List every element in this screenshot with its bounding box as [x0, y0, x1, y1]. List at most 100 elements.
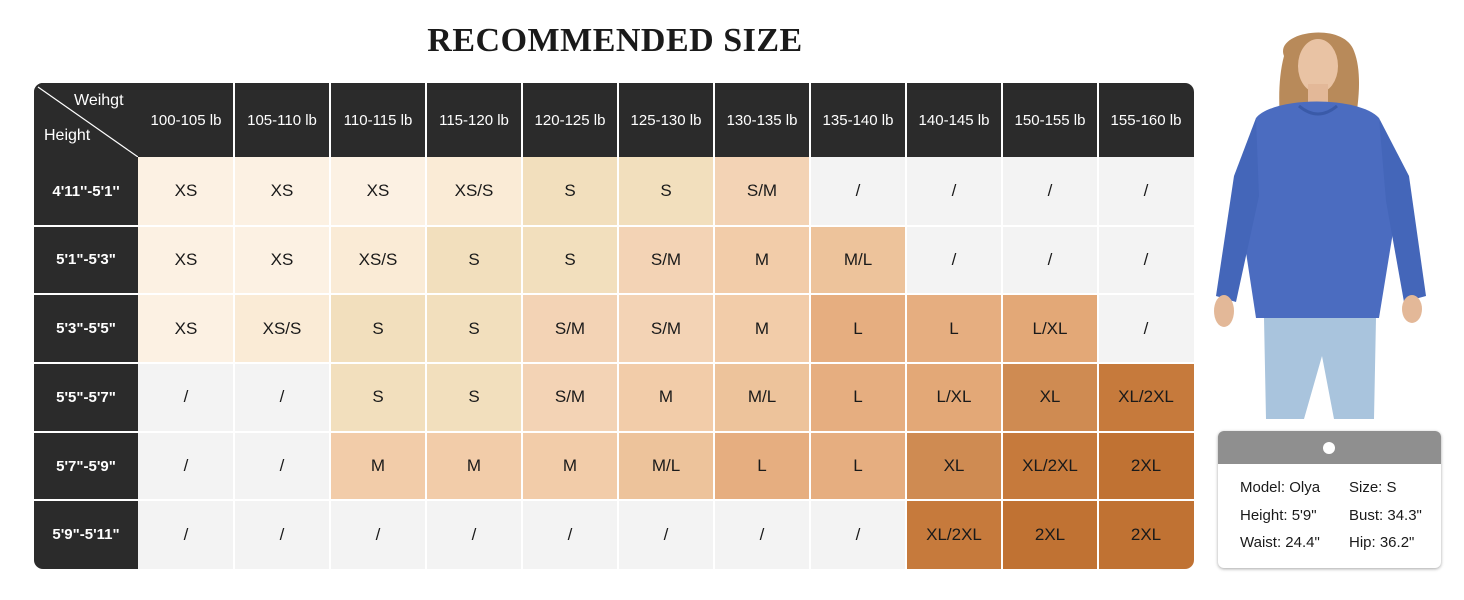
size-cell: /	[1002, 225, 1098, 295]
size-cell: M	[426, 431, 522, 501]
column-divider	[1001, 83, 1003, 569]
column-divider	[425, 83, 427, 569]
diagonal-divider	[37, 86, 138, 157]
size-cell: XL/2XL	[906, 500, 1002, 569]
size-cell: /	[138, 431, 234, 501]
size-cell: S/M	[522, 294, 618, 363]
size-cell: /	[234, 500, 330, 569]
size-cell: XS	[234, 225, 330, 295]
weight-header-cell: 150-155 lb	[1014, 111, 1086, 129]
weight-header-cell: 125-130 lb	[630, 111, 702, 129]
size-cell: XS/S	[426, 157, 522, 226]
size-cell: XS/S	[234, 294, 330, 363]
height-header-cell: 5'5"-5'7"	[34, 363, 138, 432]
size-cell: XS	[138, 294, 234, 363]
weight-label: Weihgt	[74, 92, 124, 109]
size-cell: S/M	[714, 157, 810, 226]
size-cell: L	[714, 431, 810, 501]
column-divider	[233, 83, 235, 569]
size-cell: /	[906, 157, 1002, 226]
column-divider	[713, 83, 715, 569]
weight-header-cell: 130-135 lb	[726, 111, 798, 129]
size-cell: /	[1098, 294, 1194, 363]
size-cell: 2XL	[1098, 500, 1194, 569]
size-cell: S	[426, 225, 522, 295]
model-height: Height: 5'9"	[1240, 507, 1317, 524]
weight-header-cell: 120-125 lb	[534, 111, 606, 129]
card-dot-icon	[1323, 442, 1335, 454]
size-cell: /	[138, 500, 234, 569]
size-cell: XS/S	[330, 225, 426, 295]
size-cell: /	[1098, 157, 1194, 226]
row-divider	[34, 293, 1194, 296]
size-cell: /	[138, 363, 234, 432]
size-cell: /	[234, 363, 330, 432]
weight-header-cell: 155-160 lb	[1110, 111, 1182, 129]
size-cell: XL/2XL	[1002, 431, 1098, 501]
size-cell: S/M	[618, 294, 714, 363]
size-cell: M/L	[618, 431, 714, 501]
model-photo	[1204, 26, 1444, 419]
size-cell: L	[906, 294, 1002, 363]
column-divider	[1097, 83, 1099, 569]
chart-title: RECOMMENDED SIZE	[427, 22, 803, 59]
column-divider	[809, 83, 811, 569]
size-cell: /	[522, 500, 618, 569]
column-divider	[329, 83, 331, 569]
size-cell: M	[330, 431, 426, 501]
size-cell: S	[618, 157, 714, 226]
model-hip: Hip: 36.2"	[1349, 534, 1415, 551]
height-header-cell: 5'1"-5'3"	[34, 225, 138, 295]
weight-header-cell: 115-120 lb	[439, 111, 509, 129]
size-cell: XS	[330, 157, 426, 226]
size-cell: XL/2XL	[1098, 363, 1194, 432]
row-divider	[34, 430, 1194, 433]
weight-header-cell: 110-115 lb	[343, 111, 413, 129]
weight-header-row	[34, 83, 1194, 157]
column-divider	[617, 83, 619, 569]
size-cell: XS	[138, 225, 234, 295]
size-cell: M	[714, 294, 810, 363]
size-cell: S	[522, 225, 618, 295]
row-divider	[34, 499, 1194, 502]
size-cell: S	[330, 363, 426, 432]
height-header-cell: 5'9"-5'11"	[34, 500, 138, 569]
weight-header-cell: 100-105 lb	[150, 111, 222, 129]
size-cell: S/M	[522, 363, 618, 432]
model-name: Model: Olya	[1240, 479, 1321, 496]
size-cell: /	[810, 500, 906, 569]
size-cell: XS	[138, 157, 234, 226]
size-cell: 2XL	[1098, 431, 1194, 501]
weight-header-cell: 140-145 lb	[918, 111, 990, 129]
size-cell: XL	[906, 431, 1002, 501]
size-cell: L	[810, 431, 906, 501]
size-cell: S	[426, 363, 522, 432]
size-cell: S/M	[618, 225, 714, 295]
model-bust: Bust: 34.3"	[1349, 507, 1422, 524]
size-chart-table: Weihgt Height 100-105 lb 105-110 lb 110-11…	[34, 83, 1194, 569]
model-size: Size: S	[1349, 479, 1397, 496]
size-cell: /	[330, 500, 426, 569]
size-cell: /	[810, 157, 906, 226]
size-cell: /	[714, 500, 810, 569]
size-cell: /	[618, 500, 714, 569]
size-cell: L	[810, 363, 906, 432]
weight-header-cell: 135-140 lb	[822, 111, 894, 129]
size-cell: M/L	[714, 363, 810, 432]
card-header-bar	[1218, 431, 1441, 464]
size-cell: /	[1002, 157, 1098, 226]
size-cell: M	[714, 225, 810, 295]
height-header-cell: 5'7"-5'9"	[34, 431, 138, 501]
size-cell: S	[330, 294, 426, 363]
weight-header-cell: 105-110 lb	[247, 111, 317, 129]
size-cell: M	[618, 363, 714, 432]
size-cell: /	[906, 225, 1002, 295]
column-divider	[521, 83, 523, 569]
height-label: Height	[44, 127, 91, 144]
column-divider	[905, 83, 907, 569]
size-cell: 2XL	[1002, 500, 1098, 569]
size-cell: S	[522, 157, 618, 226]
row-divider	[34, 362, 1194, 364]
size-cell: M/L	[810, 225, 906, 295]
height-header-cell: 4'11''-5'1''	[34, 157, 138, 226]
